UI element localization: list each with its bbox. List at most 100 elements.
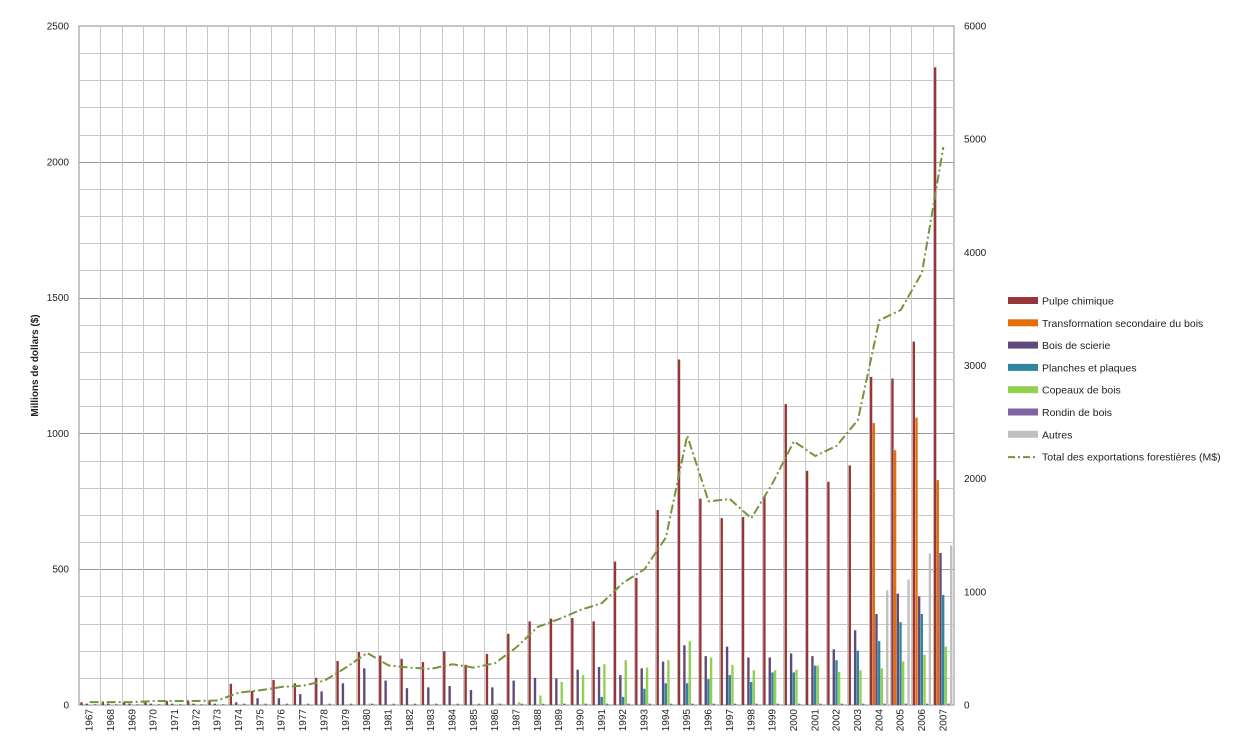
legend-swatch [1008, 297, 1038, 304]
bar-copeaux-de-bois-1997 [731, 664, 734, 705]
bar-pulpe-chimique-1980 [357, 652, 361, 705]
bar-rondin-de-bois-1972 [200, 704, 203, 705]
y-tick-label: 2000 [47, 157, 70, 168]
x-tick-label: 1979 [341, 709, 352, 732]
bar-rondin-de-bois-2001 [819, 703, 822, 705]
bar-copeaux-de-bois-1983 [432, 704, 435, 705]
bar-pulpe-chimique-1992 [613, 561, 617, 705]
x-tick-label: 1972 [191, 709, 202, 732]
bar-rondin-de-bois-1999 [776, 703, 779, 705]
bar-copeaux-de-bois-1987 [517, 702, 521, 705]
x-tick-label: 2003 [853, 709, 864, 732]
bar-pulpe-chimique-1971 [165, 701, 169, 705]
bar-bois-de-scierie-1975 [256, 698, 259, 705]
x-tick-label: 1975 [255, 709, 266, 732]
x-tick-label: 2007 [938, 709, 949, 732]
x-tick-label: 1980 [362, 709, 373, 732]
bar-copeaux-de-bois-1992 [624, 660, 627, 705]
x-tick-label: 1987 [512, 709, 523, 732]
x-tick-label: 1977 [298, 709, 309, 732]
bar-planches-et-plaques-2003 [856, 650, 859, 705]
bar-bois-de-scierie-1999 [768, 657, 771, 705]
bar-bois-de-scierie-2000 [789, 653, 793, 705]
x-tick-label: 1994 [661, 709, 672, 732]
bar-copeaux-de-bois-2007 [944, 646, 948, 705]
bar-pulpe-chimique-1983 [421, 662, 425, 705]
bar-rondin-de-bois-1983 [435, 703, 438, 705]
bar-pulpe-chimique-1974 [229, 683, 233, 705]
bar-rondin-de-bois-2003 [861, 703, 865, 705]
bar-copeaux-de-bois-1985 [475, 704, 478, 705]
bar-rondin-de-bois-1995 [691, 703, 694, 705]
x-tick-label: 1996 [704, 709, 715, 732]
bar-pulpe-chimique-1988 [528, 621, 531, 705]
bar-copeaux-de-bois-1979 [347, 704, 350, 705]
bar-bois-de-scierie-1989 [555, 678, 558, 705]
bar-bois-de-scierie-1976 [277, 698, 281, 705]
bar-pulpe-chimique-1972 [186, 700, 190, 705]
bar-bois-de-scierie-2003 [853, 630, 857, 705]
bar-planches-et-plaques-2005 [899, 622, 902, 705]
bar-rondin-de-bois-2000 [797, 703, 801, 705]
bar-planches-et-plaques-1992 [621, 696, 625, 705]
y2-tick-label: 5000 [964, 135, 987, 146]
axes: 0 500 1000 1500 2000 2500 0 1000 2000 3000 4000 500… [47, 22, 987, 732]
bar-planches-et-plaques-2000 [792, 672, 795, 705]
legend-swatch [1008, 408, 1038, 416]
x-tick-label: 1969 [127, 709, 138, 732]
y-tick-label: 0 [63, 701, 69, 712]
bar-bois-de-scierie-1973 [213, 703, 217, 705]
bar-planches-et-plaques-1998 [749, 681, 753, 705]
bars [80, 67, 953, 705]
x-tick-label: 1998 [746, 709, 757, 732]
bar-bois-de-scierie-1981 [384, 680, 387, 705]
x-tick-label: 1990 [576, 709, 587, 732]
bar-rondin-de-bois-1991 [605, 703, 609, 705]
bar-pulpe-chimique-1985 [464, 664, 467, 705]
y-tick-label: 1500 [47, 293, 70, 304]
y2-tick-label: 6000 [964, 22, 987, 33]
bar-bois-de-scierie-1982 [405, 688, 409, 705]
bar-pulpe-chimique-2005 [891, 378, 894, 705]
x-tick-label: 1999 [768, 709, 779, 732]
bar-copeaux-de-bois-1998 [752, 670, 755, 705]
plot-area-border [78, 25, 955, 706]
y-tick-label: 1000 [47, 429, 70, 440]
legend-label: Planches et plaques [1042, 362, 1137, 374]
bar-pulpe-chimique-1976 [272, 680, 275, 705]
x-tick-label: 1997 [725, 709, 736, 732]
bar-copeaux-de-bois-2003 [859, 670, 862, 705]
bar-bois-de-scierie-1990 [576, 669, 579, 705]
bar-pulpe-chimique-1975 [251, 690, 254, 705]
bar-copeaux-de-bois-1973 [219, 704, 222, 705]
bar-copeaux-de-bois-1990 [581, 675, 585, 705]
x-tick-label: 1988 [533, 709, 544, 732]
bar-copeaux-de-bois-1970 [155, 704, 158, 705]
bar-pulpe-chimique-1977 [293, 683, 297, 705]
bar-copeaux-de-bois-1972 [197, 704, 201, 705]
bar-copeaux-de-bois-1996 [709, 657, 713, 705]
bar-pulpe-chimique-1967 [80, 702, 83, 705]
bar-autres-2007 [950, 545, 953, 705]
bar-bois-de-scierie-1972 [192, 703, 195, 705]
bar-copeaux-de-bois-2000 [795, 669, 798, 705]
bar-rondin-de-bois-1985 [477, 703, 481, 705]
bar-pulpe-chimique-1969 [122, 702, 126, 705]
legend-swatch [1008, 430, 1038, 438]
y-tick-label: 2500 [47, 22, 70, 33]
legend-label: Transformation secondaire du bois [1042, 318, 1203, 330]
x-tick-label: 2004 [874, 709, 885, 732]
bar-bois-de-scierie-2004 [875, 614, 878, 705]
bar-rondin-de-bois-1980 [371, 703, 374, 705]
y2-tick-label: 4000 [964, 248, 987, 259]
bar-rondin-de-bois-1970 [157, 704, 161, 705]
bar-copeaux-de-bois-1993 [645, 667, 649, 705]
bar-planches-et-plaques-1996 [707, 679, 710, 705]
x-tick-label: 1992 [618, 709, 629, 732]
bar-bois-de-scierie-1977 [299, 694, 302, 705]
x-tick-label: 1982 [405, 709, 416, 732]
bar-pulpe-chimique-1993 [635, 577, 638, 705]
bar-pulpe-chimique-1978 [315, 677, 318, 705]
bar-bois-de-scierie-1988 [533, 677, 537, 705]
